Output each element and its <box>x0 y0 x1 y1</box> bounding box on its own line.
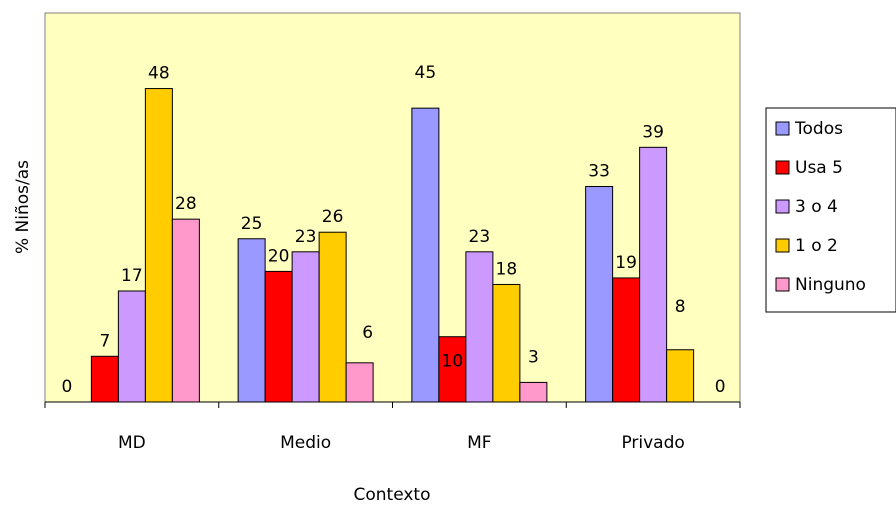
bar <box>171 218 200 403</box>
bar <box>465 251 494 403</box>
x-axis: MD Medio MF Privado <box>44 401 741 453</box>
legend-label: Usa 5 <box>795 158 843 178</box>
legend-swatch <box>775 199 790 214</box>
legend-label: 1 o 2 <box>795 236 838 256</box>
bar <box>318 231 347 403</box>
bar <box>345 362 374 403</box>
data-label: 28 <box>175 194 197 214</box>
x-tick-label: Privado <box>621 433 684 453</box>
data-label: 0 <box>61 377 72 397</box>
bars-group <box>90 88 695 403</box>
data-label: 39 <box>642 122 664 142</box>
data-label: 8 <box>675 297 686 317</box>
data-label: 7 <box>99 331 110 351</box>
legend-swatch <box>775 160 790 175</box>
data-label: 23 <box>295 227 317 247</box>
data-label: 0 <box>715 377 726 397</box>
legend-swatch <box>775 238 790 253</box>
bar <box>117 290 146 403</box>
legend-label: 3 o 4 <box>795 197 838 217</box>
bar <box>492 283 521 403</box>
data-label: 23 <box>469 227 491 247</box>
legend-label: Ninguno <box>795 275 866 295</box>
legend-label: Todos <box>794 119 843 139</box>
x-tick-label: MD <box>118 433 146 453</box>
bar <box>144 88 173 403</box>
bar <box>90 355 119 403</box>
bar <box>411 107 440 403</box>
bar <box>438 336 467 403</box>
bar <box>519 381 548 403</box>
legend-swatch <box>775 277 790 292</box>
x-tick-label: MF <box>467 433 491 453</box>
data-label: 20 <box>268 246 290 266</box>
y-axis-title: % Niños/as <box>13 160 33 254</box>
legend: Todos Usa 5 3 o 4 1 o 2 Ninguno <box>765 107 896 313</box>
bar <box>612 277 641 403</box>
data-label: 26 <box>322 207 344 227</box>
legend-swatch <box>775 121 790 136</box>
data-label: 48 <box>148 64 170 84</box>
data-label: 17 <box>121 266 143 286</box>
data-label: 33 <box>588 162 610 182</box>
data-label: 10 <box>442 352 464 372</box>
bar <box>666 349 695 403</box>
bar <box>291 251 320 403</box>
bar <box>237 238 266 403</box>
data-label: 45 <box>415 63 437 83</box>
data-label: 6 <box>362 323 373 343</box>
bar <box>639 146 668 403</box>
data-label: 25 <box>241 214 263 234</box>
data-label: 18 <box>496 259 518 279</box>
data-label: 3 <box>528 347 539 367</box>
bar <box>264 270 293 403</box>
data-label: 19 <box>615 253 637 273</box>
x-axis-title: Contexto <box>354 485 431 505</box>
bar <box>585 186 614 403</box>
x-tick-label: Medio <box>280 433 331 453</box>
